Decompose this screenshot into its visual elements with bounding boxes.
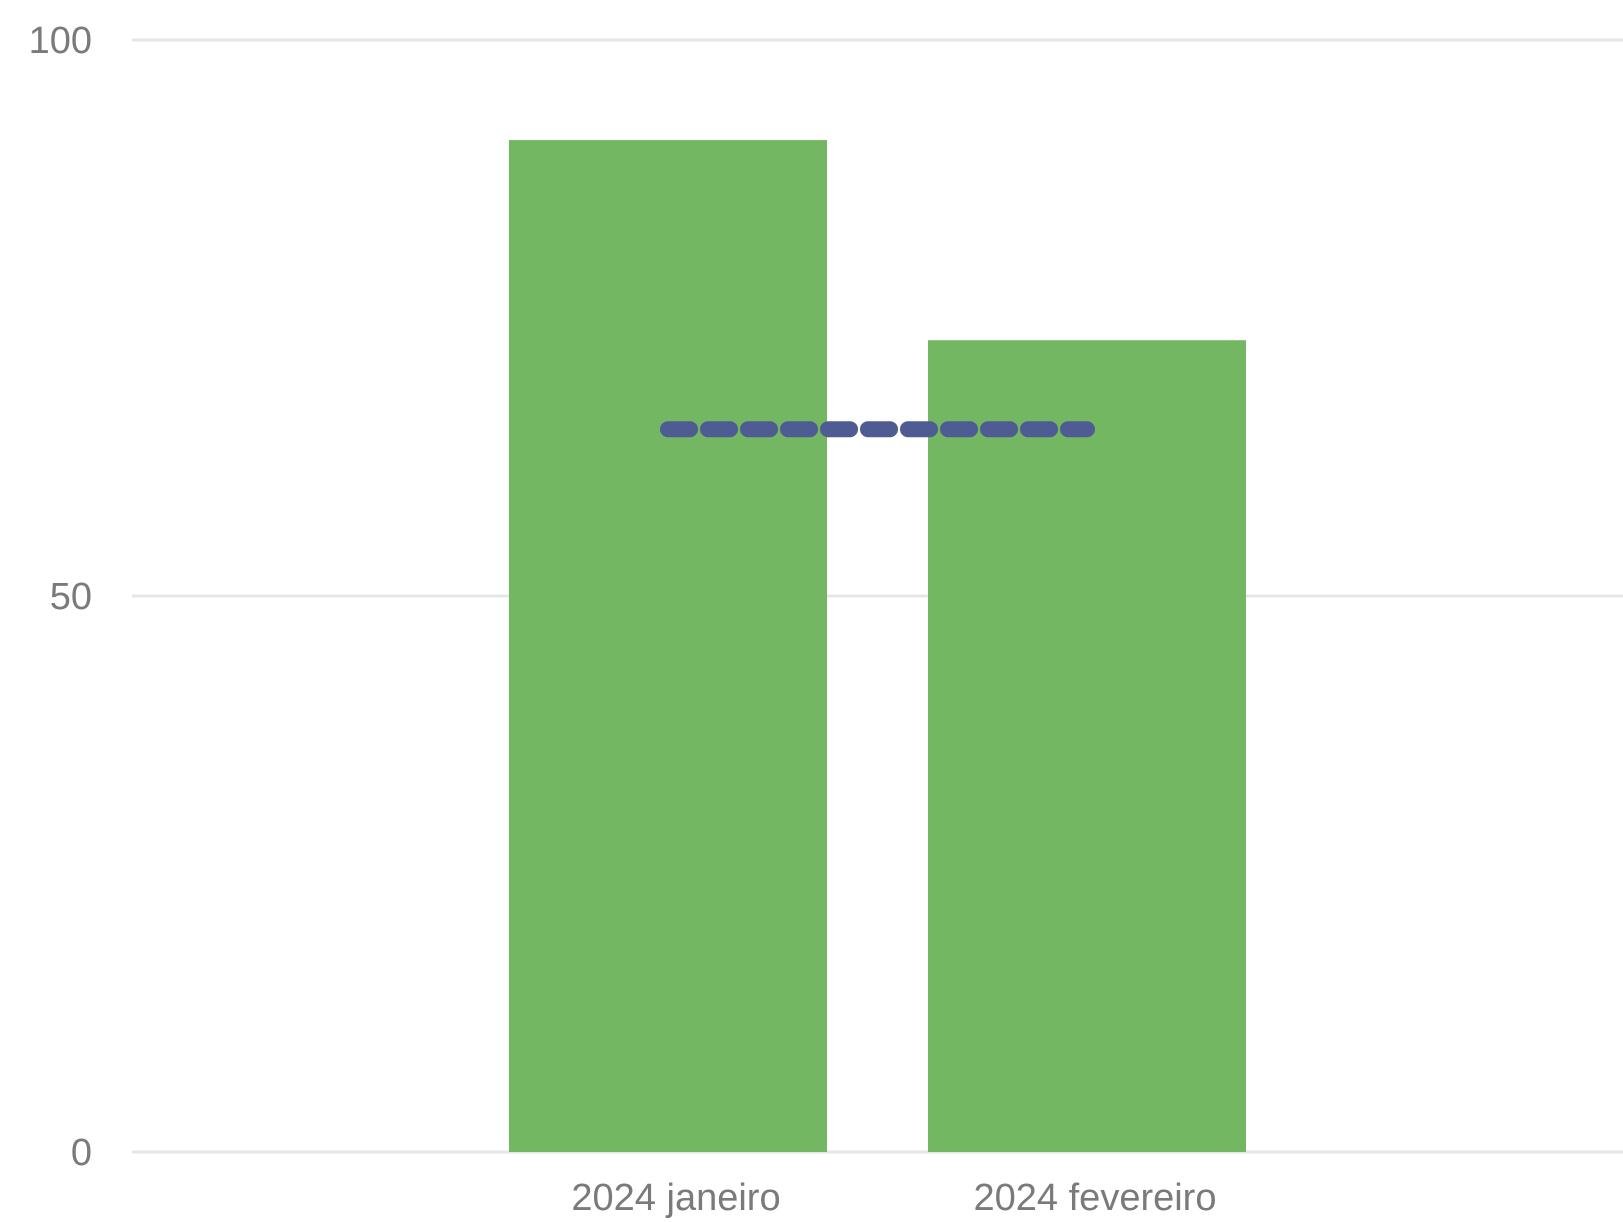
- y-tick-label: 100: [29, 20, 92, 62]
- y-tick-label: 0: [71, 1132, 92, 1174]
- y-tick-label: 50: [50, 576, 92, 618]
- x-tick-label: 2024 fevereiro: [974, 1177, 1217, 1219]
- x-tick-label: 2024 janeiro: [571, 1177, 780, 1219]
- bar: [509, 140, 827, 1152]
- gridlines: [132, 38, 1623, 1154]
- x-axis-ticks: 2024 janeiro 2024 fevereiro: [571, 1177, 1216, 1219]
- bar: [928, 340, 1246, 1152]
- bars: [509, 140, 1246, 1152]
- y-axis-ticks: 0 50 100: [29, 20, 92, 1174]
